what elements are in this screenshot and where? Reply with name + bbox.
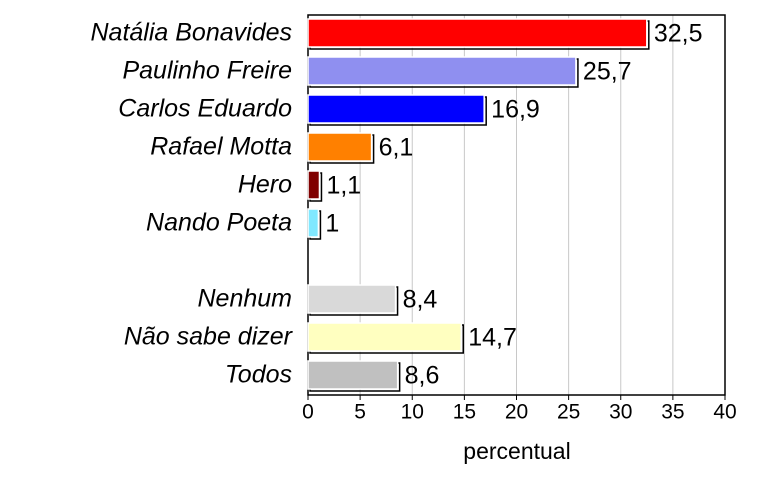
value-label: 1	[325, 210, 339, 238]
category-label: Todos	[225, 361, 292, 389]
x-tick-label: 0	[302, 401, 314, 424]
bar	[307, 322, 462, 352]
bar	[307, 18, 648, 48]
category-label: Paulinho Freire	[122, 57, 292, 85]
category-label: Rafael Motta	[150, 133, 292, 161]
x-tick-label: 40	[713, 401, 736, 424]
category-label: Nando Poeta	[146, 209, 292, 237]
category-label: Não sabe dizer	[124, 323, 294, 351]
x-axis-label: percentual	[463, 438, 570, 464]
x-tick-label: 5	[354, 401, 366, 424]
x-tick-label: 35	[661, 401, 684, 424]
value-label: 16,9	[491, 96, 540, 124]
bar	[307, 94, 485, 124]
value-label: 6,1	[379, 134, 414, 162]
category-label: Nenhum	[198, 285, 293, 313]
x-tick-label: 15	[453, 401, 476, 424]
value-label: 32,5	[654, 20, 703, 48]
bar	[307, 132, 373, 162]
value-label: 1,1	[326, 172, 361, 200]
x-tick-label: 20	[505, 401, 528, 424]
category-label: Hero	[238, 171, 292, 199]
bar	[307, 284, 397, 314]
value-label: 25,7	[583, 58, 632, 86]
value-label: 14,7	[468, 324, 517, 352]
category-label: Natália Bonavides	[90, 19, 292, 47]
x-tick-label: 30	[609, 401, 632, 424]
bar	[307, 360, 399, 390]
bar	[307, 56, 577, 86]
x-tick-label: 25	[557, 401, 580, 424]
bar	[307, 208, 320, 238]
bar	[307, 170, 321, 200]
value-label: 8,6	[405, 362, 440, 390]
x-tick-label: 10	[401, 401, 424, 424]
category-label: Carlos Eduardo	[118, 95, 292, 123]
value-label: 8,4	[403, 286, 438, 314]
